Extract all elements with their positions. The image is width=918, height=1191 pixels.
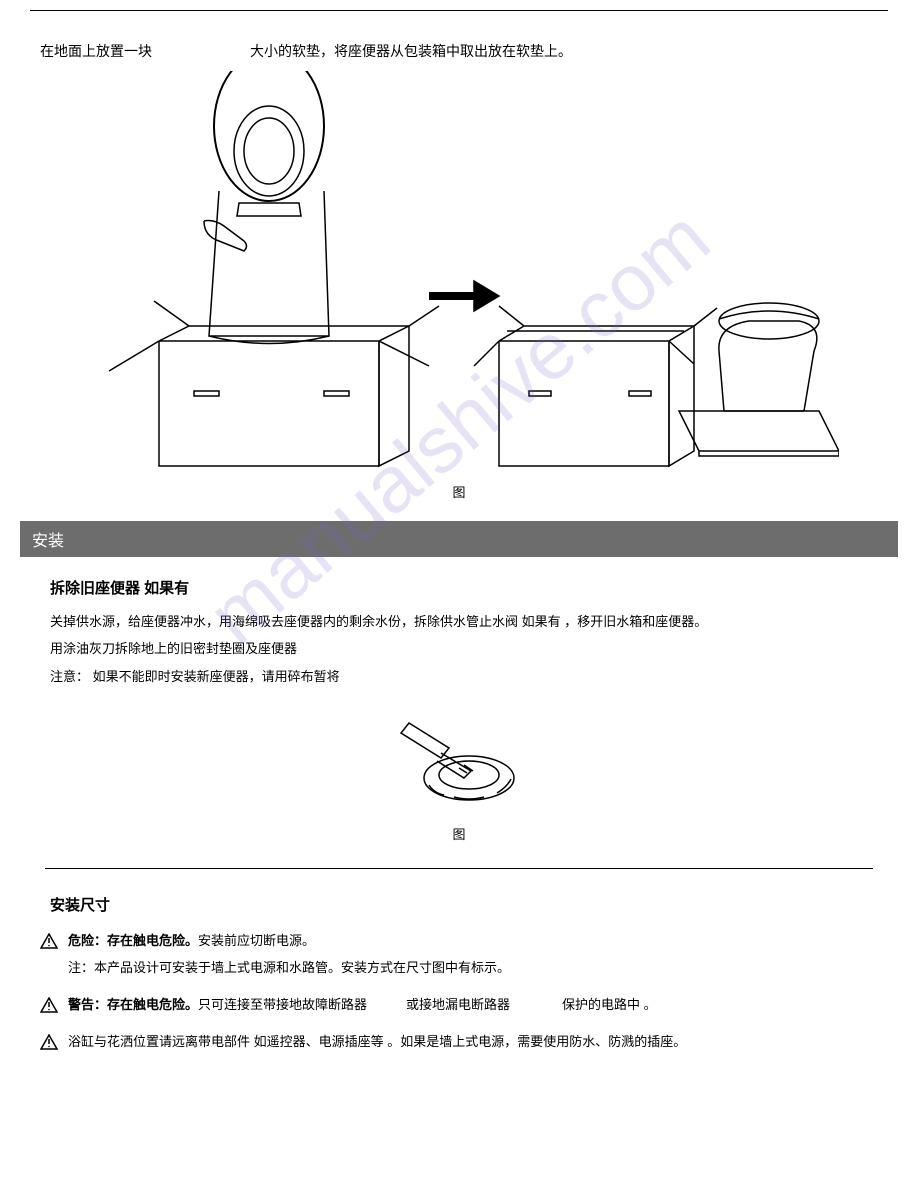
warning-triangle-icon: [40, 933, 58, 949]
remove-old-heading: 拆除旧座便器 如果有: [50, 577, 868, 598]
remove-old-line2: 用涂油灰刀拆除地上的旧密封垫圈及座便器: [50, 637, 868, 660]
danger-prefix: 危险：存在触电危险。: [68, 933, 198, 948]
figure1-label: 图: [0, 482, 918, 501]
remove-old-section: 拆除旧座便器 如果有 关掉供水源，给座便器冲水，用海绵吸去座便器内的剩余水份，拆…: [0, 577, 918, 688]
putty-knife-diagram: 图: [0, 713, 918, 843]
top-rule: [30, 10, 888, 11]
remove-old-line1: 关掉供水源，给座便器冲水，用海绵吸去座便器内的剩余水份，拆除供水管止水阀 如果有…: [50, 610, 868, 633]
section-install-header: 安装: [20, 521, 898, 557]
danger-note: 注：本产品设计可安装于墙上式电源和水路管。安装方式在尺寸图中有标示。: [68, 958, 878, 979]
warning-text: 只可连接至带接地故障断路器 或接地漏电断路器 保护的电路中 。: [198, 997, 657, 1012]
remove-old-line3: 注意： 如果不能即时安装新座便器，请用碎布暂将: [50, 665, 868, 688]
bathtub-note-text: 浴缸与花洒位置请远离带电部件 如遥控器、电源插座等 。如果是墙上式电源，需要使用…: [68, 1032, 878, 1053]
unpack-diagram: 图: [0, 71, 918, 501]
mid-rule: [45, 868, 873, 869]
danger-text: 安装前应切断电源。: [198, 933, 315, 948]
danger-row: 危险：存在触电危险。安装前应切断电源。 注：本产品设计可安装于墙上式电源和水路管…: [0, 931, 918, 979]
warning-triangle-icon: [40, 1034, 58, 1050]
warning-triangle-icon: [40, 997, 58, 1013]
unpack-instruction: 在地面上放置一块 大小的软垫，将座便器从包装箱中取出放在软垫上。: [0, 21, 918, 71]
warning-prefix: 警告：存在触电危险。: [68, 997, 198, 1012]
bathtub-note-row: 浴缸与花洒位置请远离带电部件 如遥控器、电源插座等 。如果是墙上式电源，需要使用…: [0, 1032, 918, 1053]
warning-row: 警告：存在触电危险。只可连接至带接地故障断路器 或接地漏电断路器 保护的电路中 …: [0, 995, 918, 1016]
figure2-label: 图: [0, 824, 918, 843]
install-dims-heading: 安装尺寸: [0, 894, 918, 915]
